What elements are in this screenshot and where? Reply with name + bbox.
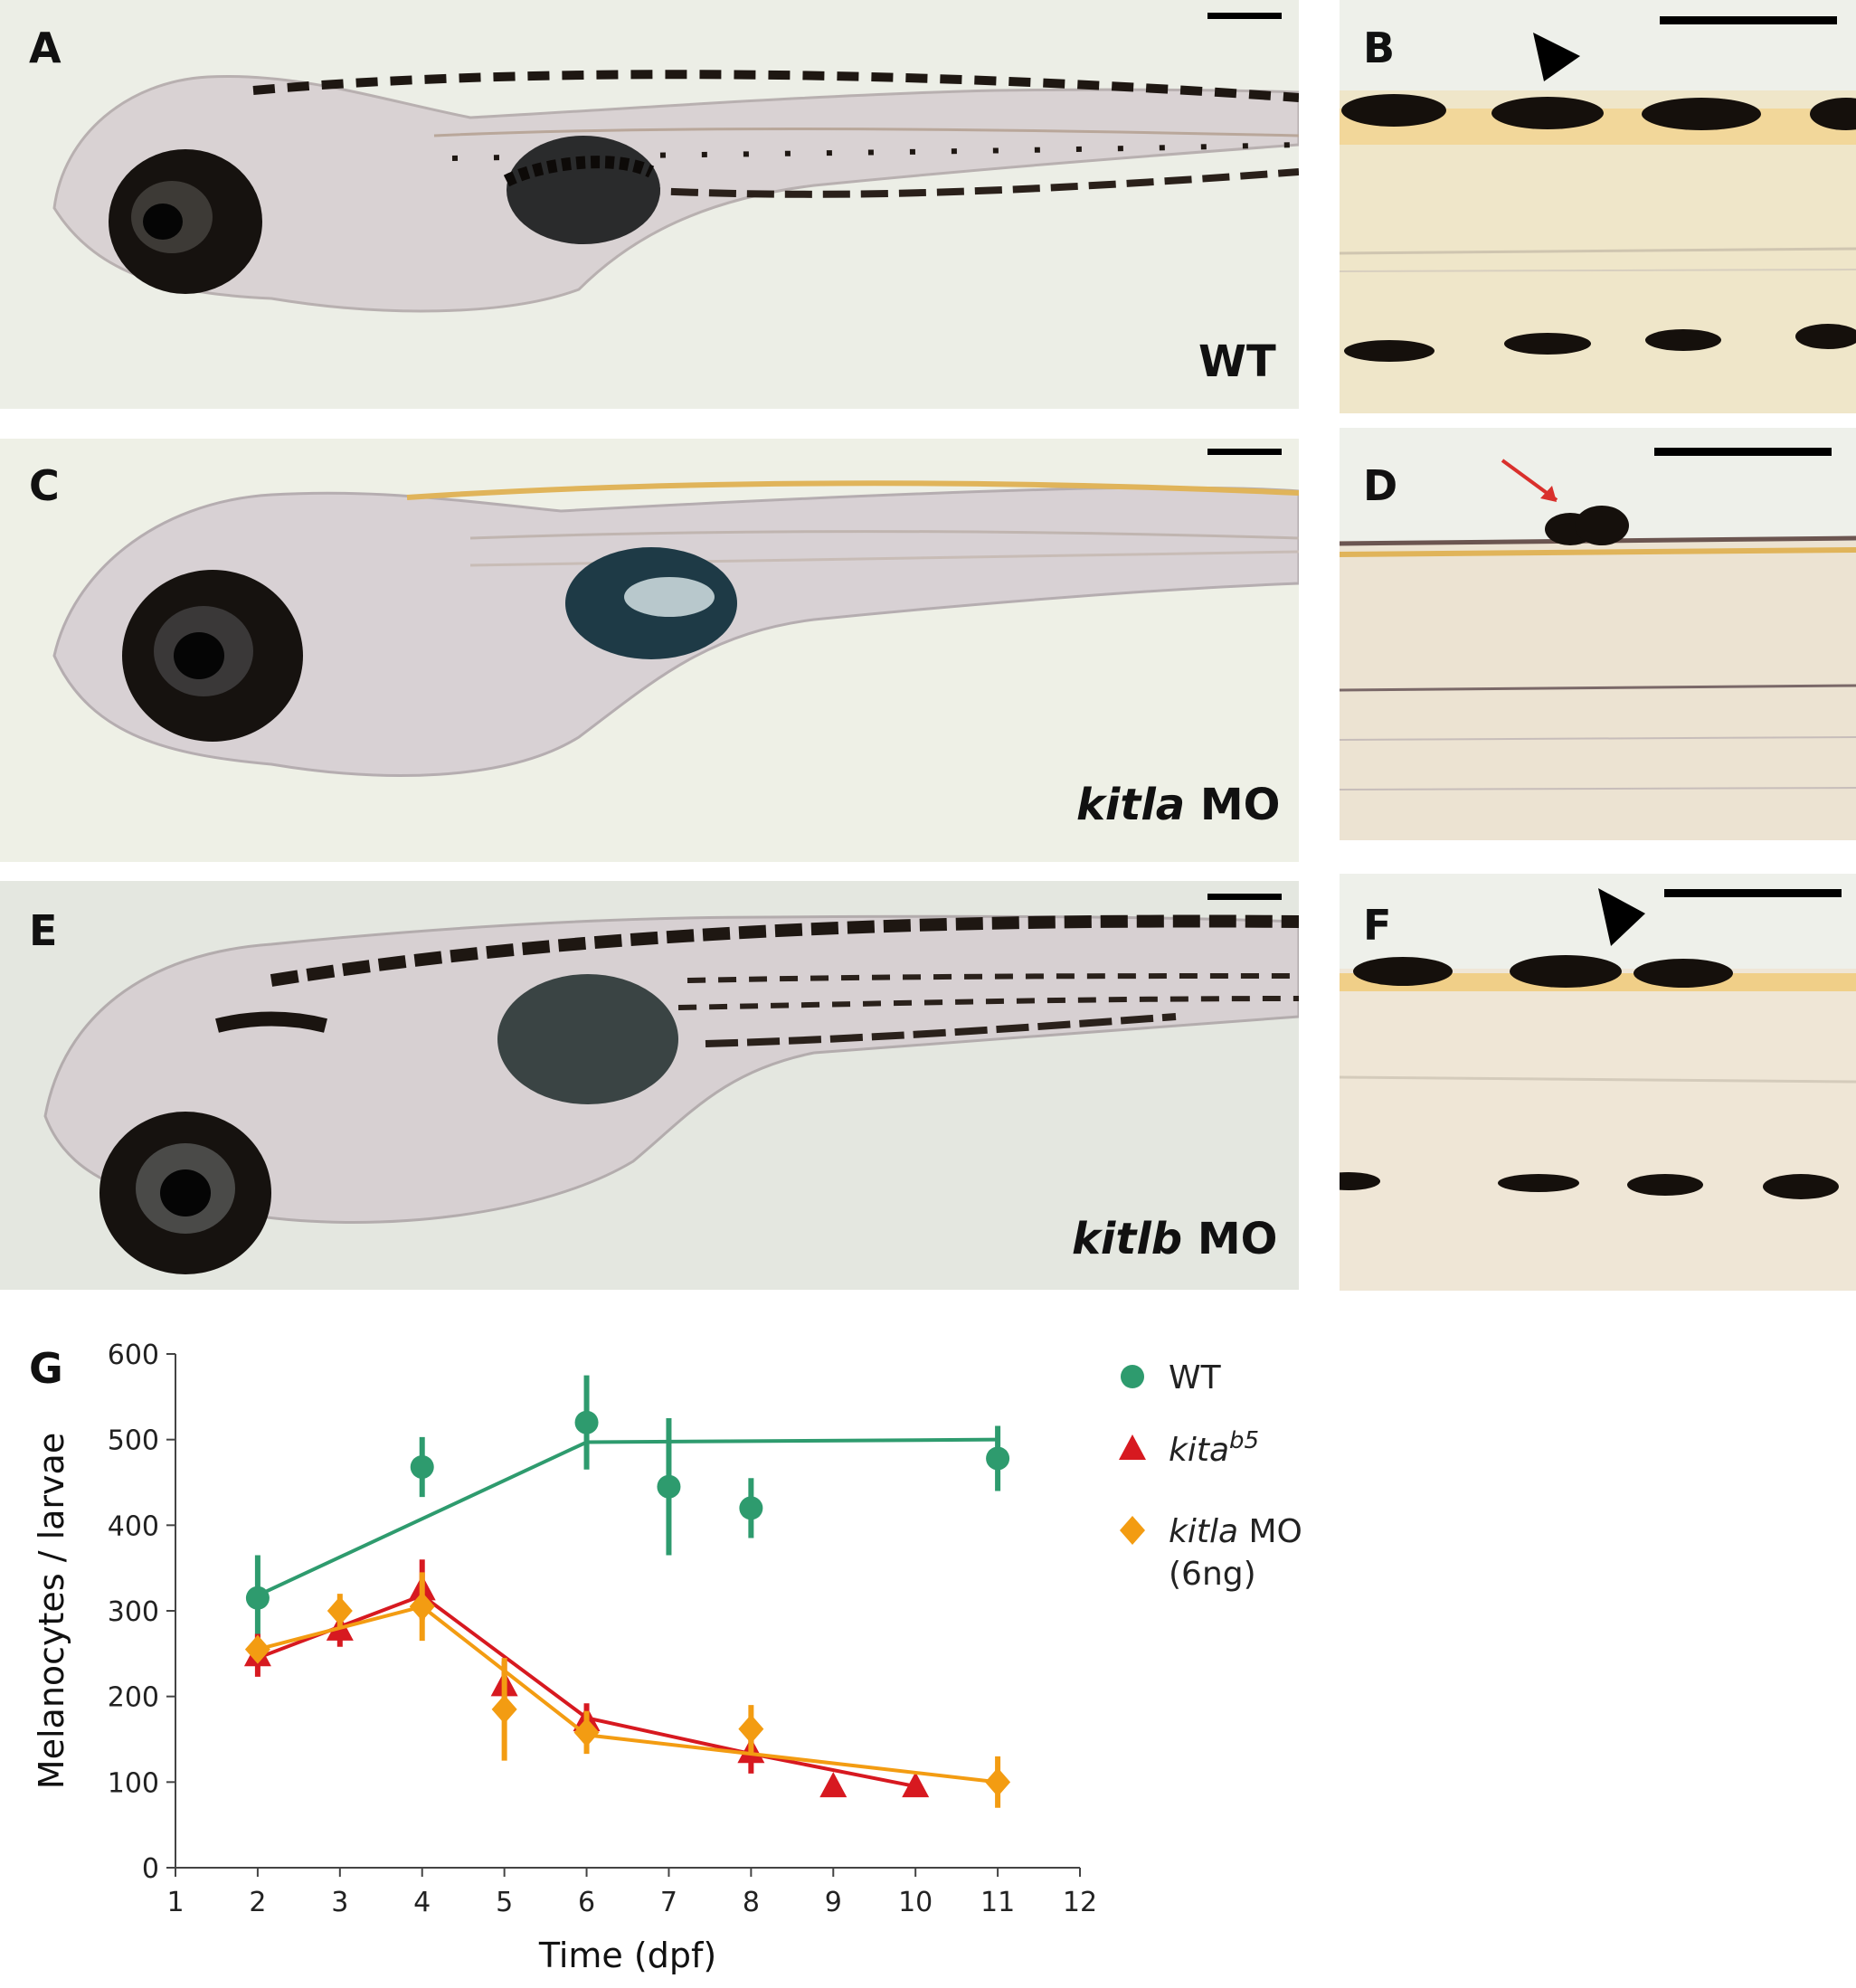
x-tick-label: 10 xyxy=(898,1887,933,1918)
scale-bar-d xyxy=(1654,448,1832,456)
legend-label-wt: WT xyxy=(1169,1359,1222,1396)
scale-bar-e xyxy=(1207,894,1282,900)
data-point-kitla xyxy=(491,1694,517,1724)
data-point-wt xyxy=(986,1446,1010,1471)
y-tick-label: 0 xyxy=(142,1853,159,1885)
x-tick-label: 5 xyxy=(496,1887,513,1918)
kitla-mo-larva-image xyxy=(0,439,1299,862)
trend-line-kitla xyxy=(257,1605,999,1784)
y-tick-label: 200 xyxy=(108,1682,159,1714)
legend-label-kita: kitab5 xyxy=(1169,1427,1259,1469)
x-tick-label: 7 xyxy=(660,1887,677,1918)
y-tick-label: 500 xyxy=(108,1425,159,1457)
legend-marker-wt xyxy=(1121,1365,1144,1388)
panel-letter-g: G xyxy=(29,1344,63,1393)
data-point-kitla xyxy=(327,1596,353,1625)
data-point-wt xyxy=(410,1454,434,1479)
x-tick-label: 2 xyxy=(249,1887,266,1918)
data-point-kitla xyxy=(244,1634,270,1664)
panel-b-photo xyxy=(1340,0,1856,413)
y-tick-label: 100 xyxy=(108,1767,159,1799)
x-tick-label: 12 xyxy=(1063,1887,1097,1918)
condition-label-wt: WT xyxy=(1198,336,1276,387)
panel-c-photo xyxy=(0,439,1299,862)
panel-letter-c: C xyxy=(29,461,60,510)
x-tick-label: 11 xyxy=(980,1887,1015,1918)
data-point-wt xyxy=(574,1410,599,1434)
panel-letter-b: B xyxy=(1363,24,1396,72)
arrowhead-icon xyxy=(1533,33,1580,81)
panel-d-photo xyxy=(1340,428,1856,840)
kitlb-mo-larva-image xyxy=(0,881,1299,1290)
x-tick-label: 4 xyxy=(413,1887,431,1918)
x-tick-label: 3 xyxy=(331,1887,348,1918)
x-axis-label: Time (dpf) xyxy=(538,1936,716,1975)
y-axis-label: Melanocytes / larvae xyxy=(32,1433,71,1789)
y-tick-label: 400 xyxy=(108,1510,159,1542)
x-tick-label: 6 xyxy=(578,1887,595,1918)
y-tick-label: 600 xyxy=(108,1340,159,1371)
x-tick-label: 8 xyxy=(743,1887,760,1918)
panel-letter-d: D xyxy=(1363,461,1398,510)
scale-bar-f xyxy=(1664,889,1842,897)
data-point-kita xyxy=(819,1772,848,1798)
panel-a-photo xyxy=(0,0,1299,409)
condition-label-kitlb-mo: kitlb MO xyxy=(1072,1214,1278,1264)
kitlb-mo-trunk-closeup-image xyxy=(1340,874,1856,1291)
data-point-kitla xyxy=(985,1767,1011,1797)
condition-label-kitla-mo: kitla MO xyxy=(1076,780,1281,830)
trend-line-wt xyxy=(257,1437,999,1597)
legend-marker-kita xyxy=(1119,1434,1146,1460)
data-point-kita xyxy=(902,1772,930,1798)
x-tick-label: 9 xyxy=(825,1887,842,1918)
panel-e-photo xyxy=(0,881,1299,1290)
data-point-wt xyxy=(739,1496,763,1520)
scale-bar-c xyxy=(1207,449,1282,455)
panel-letter-e: E xyxy=(29,906,58,955)
legend-label-kitla: kitla MO xyxy=(1169,1513,1302,1550)
scale-bar-b xyxy=(1660,16,1837,24)
kitla-mo-trunk-closeup-image xyxy=(1340,428,1856,840)
data-point-kitla xyxy=(738,1714,764,1744)
x-tick-label: 1 xyxy=(166,1887,184,1918)
data-point-kitla xyxy=(573,1718,600,1747)
wt-larva-image xyxy=(0,0,1299,409)
data-point-wt xyxy=(245,1586,270,1610)
arrowhead-icon xyxy=(1598,888,1645,946)
y-tick-label: 300 xyxy=(108,1596,159,1628)
wt-trunk-closeup-image xyxy=(1340,0,1856,413)
legend-label-kitla-line2: (6ng) xyxy=(1169,1556,1256,1593)
panel-f-photo xyxy=(1340,874,1856,1291)
data-point-wt xyxy=(657,1474,681,1499)
panel-letter-f: F xyxy=(1363,901,1392,950)
legend-marker-kitla xyxy=(1120,1516,1145,1545)
data-point-kitla xyxy=(409,1592,435,1622)
panel-letter-a: A xyxy=(29,24,62,72)
scale-bar-a xyxy=(1207,13,1282,19)
